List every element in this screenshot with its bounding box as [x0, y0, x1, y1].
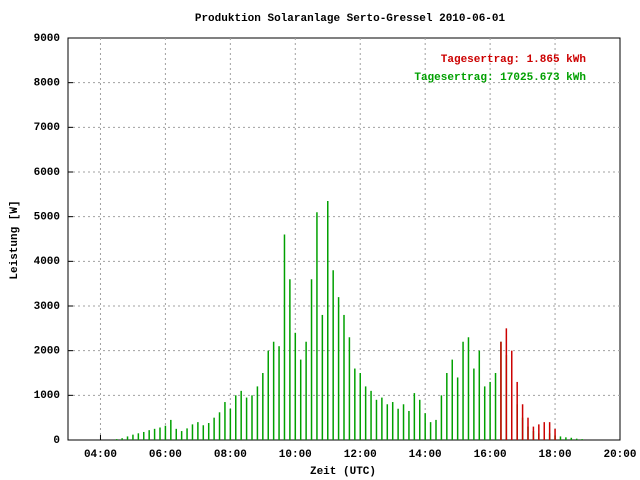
annotation: Tagesertrag: 1.865 kWh [441, 54, 586, 66]
y-tick-label: 3000 [34, 301, 60, 313]
x-axis-label: Zeit (UTC) [310, 466, 376, 478]
y-tick-label: 4000 [34, 256, 60, 268]
x-tick-label: 08:00 [214, 449, 247, 461]
x-tick-label: 18:00 [539, 449, 572, 461]
y-tick-label: 9000 [34, 33, 60, 45]
x-tick-label: 14:00 [409, 449, 442, 461]
y-tick-label: 5000 [34, 212, 60, 224]
x-tick-label: 16:00 [474, 449, 507, 461]
annotation: Tagesertrag: 17025.673 kWh [414, 72, 586, 84]
y-axis-label: Leistung [W] [9, 200, 21, 279]
x-tick-label: 06:00 [149, 449, 182, 461]
chart-title: Produktion Solaranlage Serto-Gressel 201… [195, 13, 506, 25]
y-tick-label: 1000 [34, 390, 60, 402]
x-tick-label: 10:00 [279, 449, 312, 461]
x-tick-label: 04:00 [84, 449, 117, 461]
y-tick-label: 7000 [34, 122, 60, 134]
x-tick-label: 20:00 [603, 449, 636, 461]
y-tick-label: 6000 [34, 167, 60, 179]
x-tick-label: 12:00 [344, 449, 377, 461]
y-tick-label: 2000 [34, 346, 60, 358]
y-tick-label: 8000 [34, 78, 60, 90]
y-tick-label: 0 [53, 435, 60, 447]
